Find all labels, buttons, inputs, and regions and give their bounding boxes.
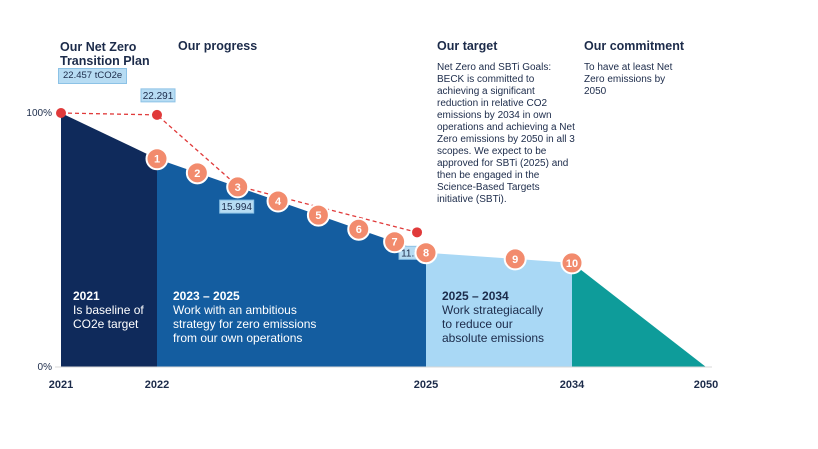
target-text: Net Zero and SBTi Goals: BECK is committ… — [437, 62, 575, 205]
milestone-10 — [560, 251, 584, 275]
x-tick-2021: 2021 — [49, 379, 73, 391]
milestone-label-1: 1 — [154, 154, 160, 166]
milestone-label-10: 10 — [566, 258, 578, 270]
milestone-label-9: 9 — [512, 254, 518, 266]
emission-label-2: 15.994 — [221, 202, 252, 213]
commitment-title: Our commitment — [584, 39, 685, 53]
milestone-label-6: 6 — [356, 224, 362, 236]
milestone-8 — [414, 241, 438, 265]
y-tick-100: 100% — [26, 108, 52, 119]
plan-title: Our Net Zero Transition Plan — [60, 40, 150, 68]
baseline-badge: 22.457 tCO2e — [58, 68, 128, 84]
phase-text-0-0: Is baseline of — [73, 303, 144, 317]
x-tick-2034: 2034 — [560, 379, 585, 391]
commitment-text: To have at least Net Zero emissions by 2… — [584, 62, 673, 97]
phase-area-3 — [572, 262, 706, 367]
target-title: Our target — [437, 39, 498, 53]
actual-emissions-point-1 — [152, 109, 162, 120]
x-tick-2022: 2022 — [145, 379, 169, 391]
x-tick-2050: 2050 — [694, 379, 718, 391]
milestone-3 — [226, 175, 250, 199]
milestone-4 — [266, 189, 290, 213]
milestone-label-3: 3 — [235, 182, 241, 194]
actual-emissions-point-3 — [412, 227, 423, 238]
phase-text-2-1: to reduce our — [442, 317, 513, 331]
actual-emissions-point-0 — [56, 108, 66, 118]
phase-text-1-2: from our own operations — [173, 331, 302, 345]
phase-text-2-0: Work strategiacally — [442, 303, 543, 317]
milestone-2 — [185, 161, 209, 185]
milestone-1 — [145, 147, 169, 171]
milestone-label-5: 5 — [315, 210, 321, 222]
milestone-9 — [503, 247, 527, 271]
phase-title-1: 2023 – 2025 — [173, 289, 240, 303]
emission-label-box-2 — [219, 199, 255, 214]
milestone-7 — [383, 230, 407, 254]
y-tick-0: 0% — [38, 362, 53, 373]
emission-label-box-1 — [140, 88, 176, 103]
phase-text-2-2: absolute emissions — [442, 331, 544, 345]
phase-area-0 — [61, 113, 157, 367]
milestone-label-2: 2 — [194, 168, 200, 180]
phase-title-2: 2025 – 2034 — [442, 289, 509, 303]
emission-label-1: 22.291 — [143, 91, 174, 102]
phase-area-2 — [426, 252, 572, 367]
phase-text-1-1: strategy for zero emissions — [173, 317, 316, 331]
milestone-label-4: 4 — [275, 196, 282, 208]
milestone-label-8: 8 — [423, 248, 429, 260]
phase-text-0-1: CO2e target — [73, 317, 139, 331]
phase-text-1-0: Work with an ambitious — [173, 303, 297, 317]
x-tick-2025: 2025 — [414, 379, 438, 391]
phase-title-0: 2021 — [73, 289, 100, 303]
milestone-5 — [306, 203, 330, 227]
milestone-label-7: 7 — [392, 237, 398, 249]
milestone-6 — [347, 217, 371, 241]
progress-title: Our progress — [178, 39, 258, 53]
